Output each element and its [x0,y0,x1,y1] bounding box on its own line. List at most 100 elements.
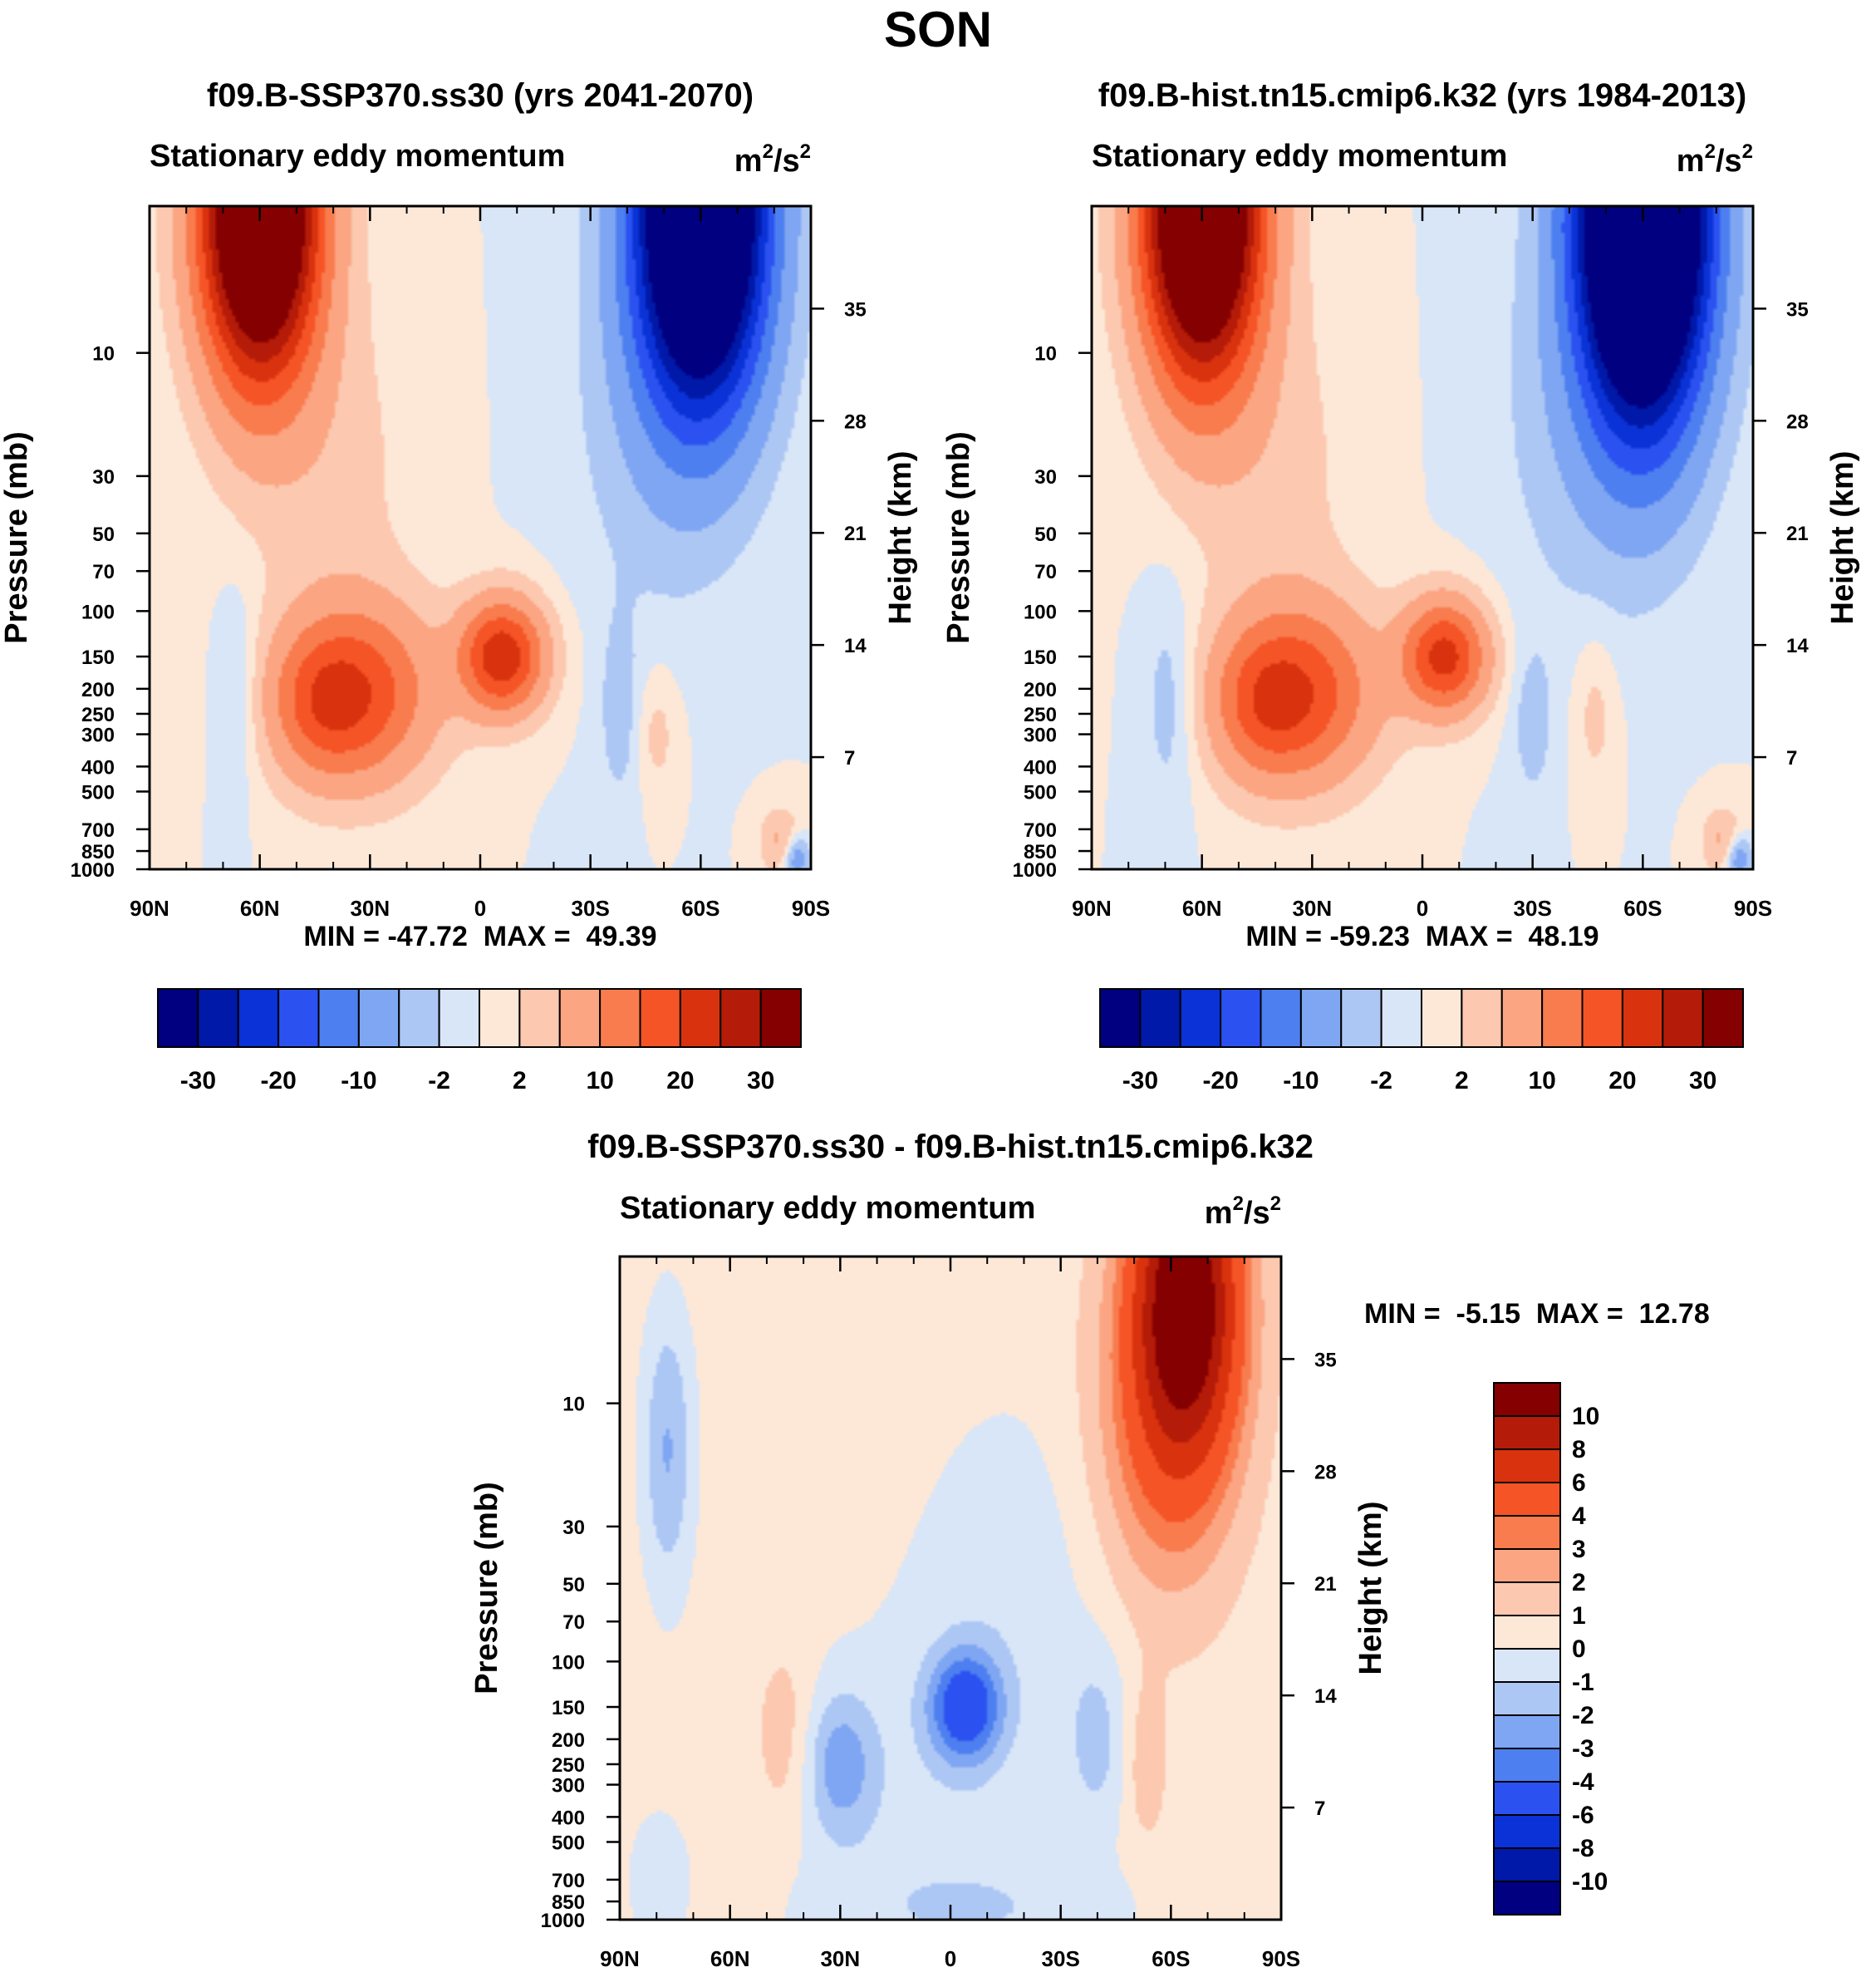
height-tick-label: 7 [1314,1798,1325,1820]
units-label: m2/s2 [734,140,811,179]
colorbar-swatch [1581,988,1623,1048]
height-tick-label: 7 [844,747,855,770]
colorbar-swatch [679,988,722,1048]
height-tick-label: 35 [1786,298,1809,321]
y-axis-title: Pressure (mb) [0,431,34,644]
axes-1: 90N 60N 30N 0 30S 60S 90S103050701001502002503… [941,204,1860,921]
panel-title: f09.B-SSP370.ss30 (yrs 2041-2070) [207,77,754,114]
colorbar-swatch [719,988,762,1048]
colorbar-swatch [518,988,561,1048]
colorbar-label: -20 [260,1067,296,1094]
colorbar-label: 2 [513,1067,527,1094]
colorbar-label: 30 [747,1067,774,1094]
x-tick-label: 30N [1292,896,1332,921]
x-tick-label: 90S [1734,896,1772,921]
colorbar-swatch [277,988,320,1048]
x-tick-label: 90N [130,896,169,921]
height-tick-label: 35 [844,298,867,321]
colorbar-label: -2 [1370,1067,1392,1094]
colorbar-swatch [1299,988,1343,1048]
x-tick-label: 90N [600,1946,640,1971]
y-tick-label: 200 [81,679,115,701]
colorbar-swatch [1493,1814,1561,1849]
y-tick-label: 850 [1024,841,1057,863]
x-tick-label: 90S [792,896,830,921]
y-tick-label: 700 [81,819,115,842]
units-label: m2/s2 [1205,1193,1281,1231]
y-tick-label: 70 [562,1611,585,1634]
height-tick-label: 14 [1314,1685,1337,1708]
y-tick-label: 300 [1024,725,1057,747]
colorbar-label: -4 [1572,1768,1594,1796]
y-tick-label: 50 [562,1574,585,1596]
y-tick-label: 400 [1024,756,1057,779]
colorbar-swatch [1340,988,1382,1048]
colorbar-swatch [1493,1515,1561,1550]
colorbar-label: -2 [428,1067,450,1094]
colorbar-swatch [1493,1448,1561,1483]
y-axis-title-right: Height (km) [883,451,918,625]
y-axis-title-right: Height (km) [1353,1502,1388,1675]
y-tick-label: 700 [1024,819,1057,842]
colorbar-label: 30 [1689,1067,1716,1094]
x-tick-label: 60S [1152,1946,1190,1971]
colorbar-label: 4 [1572,1502,1586,1530]
height-tick-label: 35 [1314,1349,1337,1371]
colorbar-label: 10 [586,1067,613,1094]
colorbar-swatch [1493,1615,1561,1650]
x-tick-label: 0 [945,1946,956,1971]
min-max-label: MIN = -59.23 MAX = 48.19 [1245,921,1599,952]
y-tick-label: 100 [1024,601,1057,623]
y-tick-label: 250 [552,1754,585,1777]
height-tick-label: 7 [1786,747,1797,770]
colorbar-swatch [1493,1482,1561,1517]
y-tick-label: 30 [1034,466,1057,489]
colorbar-label: 10 [1572,1403,1599,1430]
y-tick-label: 850 [81,841,115,863]
colorbar-swatch [1621,988,1664,1048]
colorbar-swatch [479,988,521,1048]
y-tick-label: 30 [92,466,115,489]
height-tick-label: 14 [844,635,867,657]
colorbar-label: -2 [1572,1702,1594,1729]
y-tick-label: 500 [552,1832,585,1854]
colorbar-swatch [759,988,802,1048]
x-tick-label: 0 [474,896,486,921]
x-tick-label: 0 [1417,896,1428,921]
y-tick-label: 400 [81,756,115,779]
x-tick-label: 90N [1072,896,1112,921]
panel-title: f09.B-SSP370.ss30 - f09.B-hist.tn15.cmip… [587,1129,1314,1165]
axes-0: 90N 60N 30N 0 30S 60S 90S103050701001502002503… [0,204,918,921]
colorbar-swatch [1380,988,1422,1048]
units-label: m2/s2 [1677,140,1753,179]
y-tick-label: 10 [562,1394,585,1416]
colorbar-swatch [1461,988,1503,1048]
colorbar: -30 -20 -10 -2 2 10 20 30 [157,988,802,1094]
x-tick-label: 30S [1514,896,1552,921]
colorbar-label: 8 [1572,1436,1586,1463]
y-tick-label: 150 [552,1697,585,1719]
x-tick-label: 30S [1042,1946,1080,1971]
colorbar-label: -30 [1122,1067,1158,1094]
colorbar-label: -10 [341,1067,376,1094]
y-tick-label: 300 [552,1775,585,1798]
colorbar: -30 -20 -10 -2 2 10 20 30 [1099,988,1744,1094]
colorbar-swatch [1179,988,1222,1048]
colorbar-swatch [1099,988,1142,1048]
y-tick-label: 10 [1034,343,1057,366]
y-tick-label: 500 [1024,781,1057,804]
y-tick-label: 700 [552,1870,585,1892]
colorbar-swatch [1493,1681,1561,1716]
panel-hist: f09.B-hist.tn15.cmip6.k32 (yrs 1984-2013… [1092,77,1753,952]
height-tick-label: 21 [1314,1573,1337,1596]
colorbar-swatch [157,988,199,1048]
min-max-label: MIN = -5.15 MAX = 12.78 [1364,1298,1710,1330]
height-tick-label: 28 [1314,1461,1337,1483]
height-tick-label: 14 [1786,635,1809,657]
colorbar-swatch [639,988,681,1048]
colorbar-label: 0 [1572,1635,1586,1663]
height-tick-label: 21 [844,523,867,545]
colorbar-label: -1 [1572,1669,1594,1696]
